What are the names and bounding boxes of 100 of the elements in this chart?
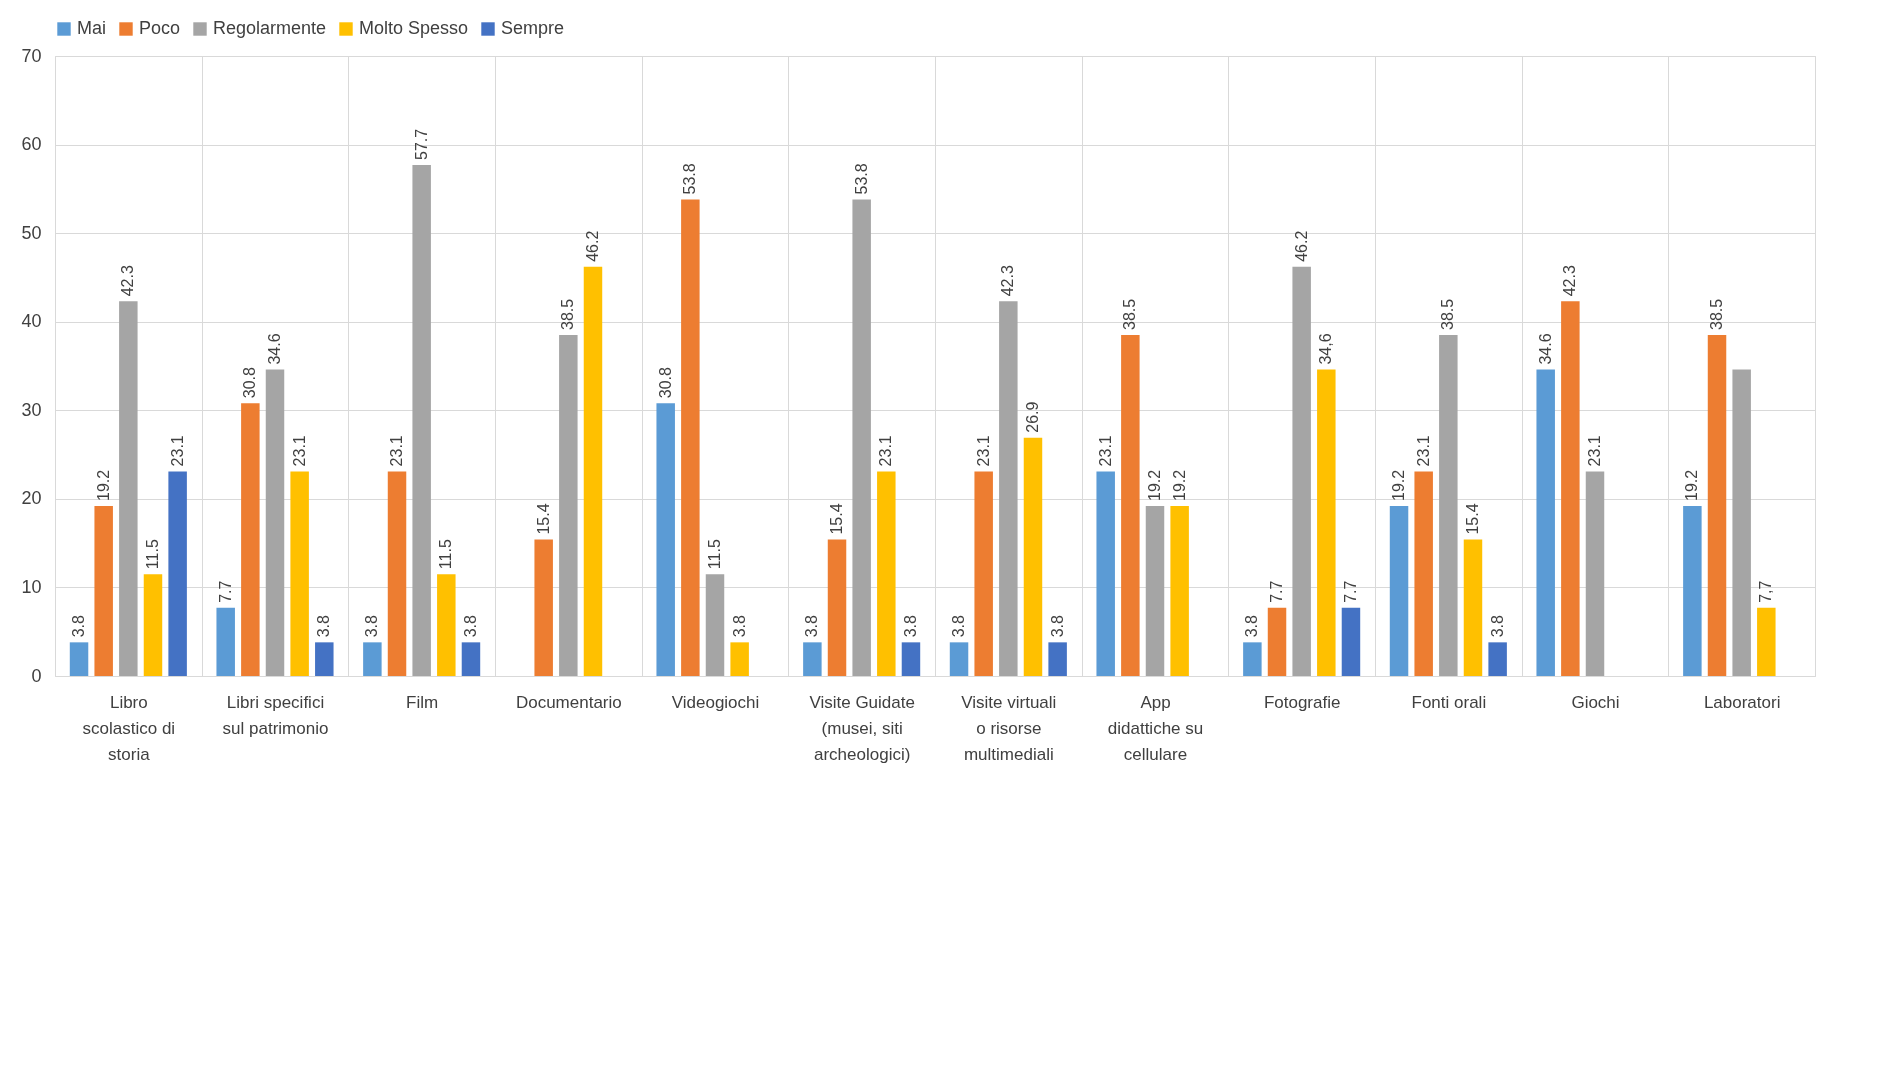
bar bbox=[1121, 335, 1140, 676]
bar bbox=[1341, 607, 1361, 676]
data-label: 30.8 bbox=[241, 366, 259, 399]
data-label: 3.8 bbox=[730, 615, 748, 638]
data-label: 3.8 bbox=[70, 615, 88, 638]
data-label: 11.5 bbox=[437, 539, 455, 570]
bar bbox=[1683, 505, 1702, 676]
x-tick-label: Fotografie bbox=[1263, 692, 1341, 712]
bar bbox=[705, 574, 725, 676]
data-label: 3.8 bbox=[1243, 615, 1261, 638]
y-tick-label: 60 bbox=[21, 134, 42, 155]
bar bbox=[1317, 369, 1336, 676]
bar bbox=[974, 471, 993, 676]
data-label: 3.8 bbox=[315, 615, 333, 638]
data-label: 46.2 bbox=[1292, 230, 1310, 262]
data-label: 23.1 bbox=[1586, 435, 1603, 467]
legend-label: Molto Spesso bbox=[359, 18, 469, 38]
data-label: 42.3 bbox=[119, 265, 137, 297]
bar bbox=[1561, 301, 1580, 676]
bar bbox=[1463, 539, 1483, 676]
data-label: 23.1 bbox=[877, 435, 895, 467]
bar bbox=[315, 642, 334, 676]
data-label: 53.8 bbox=[681, 163, 699, 195]
y-tick-label: 0 bbox=[31, 665, 42, 686]
bar bbox=[143, 574, 163, 676]
legend-label: Sempre bbox=[501, 18, 565, 38]
bar bbox=[1096, 471, 1115, 676]
data-label: 23.1 bbox=[168, 435, 186, 467]
data-label: 15.4 bbox=[534, 503, 552, 535]
data-label: 3.8 bbox=[461, 615, 479, 638]
data-label: 38.5 bbox=[1708, 298, 1726, 330]
bar bbox=[1292, 266, 1311, 676]
y-tick-label: 10 bbox=[21, 576, 42, 597]
data-label: 42.3 bbox=[1561, 265, 1579, 297]
data-label: 53.8 bbox=[852, 163, 870, 195]
data-label: 23.1 bbox=[388, 435, 406, 467]
bar bbox=[265, 369, 285, 676]
data-label: 34,6 bbox=[1317, 333, 1335, 365]
legend-label: Mai bbox=[77, 18, 107, 38]
x-tick-label: Visite virtuali o risorse multimediali bbox=[961, 692, 1057, 764]
bar bbox=[1488, 642, 1507, 676]
bar bbox=[461, 642, 481, 676]
bar bbox=[681, 199, 700, 676]
x-tick-label: Film bbox=[406, 692, 439, 712]
data-label: 19.2 bbox=[1146, 469, 1163, 501]
data-label: 57.7 bbox=[412, 128, 430, 160]
data-label: 42.3 bbox=[999, 265, 1017, 297]
data-label: 23.1 bbox=[1096, 435, 1114, 467]
data-label: 3.8 bbox=[1488, 615, 1506, 638]
legend-label: Poco bbox=[139, 18, 181, 38]
data-label: 23.1 bbox=[1414, 435, 1432, 467]
bar bbox=[1170, 505, 1189, 676]
bar bbox=[363, 642, 382, 676]
data-label: 19.2 bbox=[1683, 469, 1701, 501]
bar bbox=[1585, 471, 1605, 676]
y-tick-label: 20 bbox=[21, 488, 42, 509]
data-label: 3.8 bbox=[901, 615, 919, 638]
x-tick-label: App didattiche su cellulare bbox=[1107, 692, 1204, 764]
bar bbox=[559, 335, 578, 676]
x-tick-label: Fonti orali bbox=[1411, 692, 1487, 712]
data-label: 7,7 bbox=[1757, 580, 1775, 603]
bar bbox=[730, 642, 749, 676]
x-tick-label: Libro scolastico di storia bbox=[82, 692, 176, 764]
bar bbox=[1439, 335, 1458, 676]
data-label: 11.5 bbox=[706, 539, 723, 570]
bar bbox=[534, 539, 553, 676]
bar bbox=[1048, 642, 1067, 676]
bar bbox=[803, 642, 822, 676]
y-tick-label: 70 bbox=[21, 45, 42, 66]
data-label: 3.8 bbox=[803, 615, 821, 638]
data-label: 38.5 bbox=[559, 298, 577, 330]
bar bbox=[999, 301, 1018, 676]
bar bbox=[1536, 369, 1555, 676]
bar bbox=[901, 642, 921, 676]
bar bbox=[412, 164, 431, 676]
bar bbox=[290, 471, 309, 676]
data-label: 19.2 bbox=[94, 469, 112, 501]
y-tick-label: 50 bbox=[21, 222, 42, 243]
bar bbox=[877, 471, 896, 676]
x-tick-label: Libri specifici sul patrimonio bbox=[222, 692, 329, 738]
bar bbox=[119, 301, 138, 676]
bar bbox=[1757, 607, 1776, 676]
x-tick-label: Videogiochi bbox=[671, 692, 760, 712]
data-label: 46.2 bbox=[583, 230, 601, 262]
bar bbox=[216, 607, 235, 676]
x-tick-label: Visite Guidate (musei, siti archeologici) bbox=[809, 692, 915, 764]
data-label: 34.6 bbox=[1536, 333, 1554, 365]
bar bbox=[437, 574, 456, 676]
y-tick-label: 40 bbox=[21, 311, 42, 332]
data-label: 19.2 bbox=[1170, 469, 1188, 501]
x-tick-label: Giochi bbox=[1571, 692, 1620, 712]
bar bbox=[1145, 505, 1165, 676]
data-label: 3.8 bbox=[363, 615, 381, 638]
data-label: 11.5 bbox=[143, 539, 161, 570]
bar bbox=[1267, 607, 1287, 676]
bar bbox=[1389, 505, 1409, 676]
bar bbox=[1243, 642, 1262, 676]
data-label: 3.8 bbox=[1048, 615, 1066, 638]
bar bbox=[241, 403, 260, 676]
x-tick-label: Documentario bbox=[515, 692, 622, 712]
